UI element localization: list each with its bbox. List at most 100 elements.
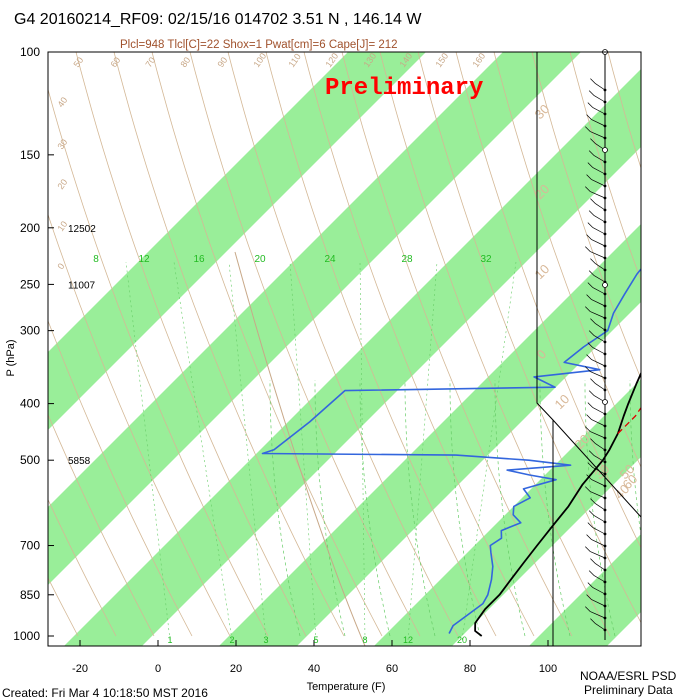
preliminary-data-note: Preliminary Data — [584, 683, 673, 697]
wind-barb-feather — [586, 594, 592, 600]
wind-station-dot — [603, 304, 607, 308]
dry-adiabat-label: 20 — [55, 177, 69, 191]
mixing-ratio-line — [228, 261, 267, 641]
wind-station-dot — [603, 592, 607, 596]
wind-station-dot — [603, 376, 607, 380]
wind-barb-feather — [585, 606, 591, 612]
moist-adiabat-line — [269, 380, 301, 637]
wind-barb-feather — [586, 414, 592, 420]
wind-station-dot — [603, 580, 607, 584]
temperature-tick-label: 20 — [230, 663, 242, 675]
moist-adiabat-line — [404, 380, 436, 637]
reference-curve — [234, 251, 366, 646]
wind-station-dot — [603, 100, 607, 104]
mixing-ratio-line — [407, 261, 438, 641]
isotherm-band — [48, 52, 426, 430]
mixing-ratio-bottom-label: 3 — [263, 635, 268, 645]
wind-station-dot — [603, 268, 607, 272]
dry-adiabat-line — [113, 52, 345, 637]
moist-adiabat-label: 30 — [532, 101, 553, 122]
dry-adiabat-label: 40 — [55, 95, 69, 109]
wind-barb — [592, 107, 606, 115]
mixing-ratio-label: 12 — [138, 254, 150, 265]
wind-station-dot — [603, 172, 607, 176]
dry-adiabat-label: 110 — [286, 52, 302, 69]
dry-adiabat-line — [48, 498, 117, 637]
temperature-tick-label: 0 — [155, 663, 161, 675]
wind-station-dot — [603, 388, 607, 392]
moist-adiabat-line — [359, 380, 391, 637]
dry-adiabat-label: 10 — [55, 219, 69, 233]
wind-station-dot — [603, 292, 607, 296]
wind-barb-feather — [590, 378, 596, 384]
wind-barb-feather — [585, 246, 591, 252]
wind-barb-feather — [590, 138, 596, 144]
dry-adiabat-line — [48, 413, 155, 637]
dry-adiabat-label: 150 — [433, 51, 450, 69]
wind-station-dot — [603, 628, 607, 632]
wind-barb — [591, 299, 606, 307]
wind-barb — [595, 443, 606, 451]
wind-station-dot — [603, 244, 607, 248]
moist-adiabat-line — [494, 380, 526, 637]
isotherm-band — [48, 52, 581, 585]
mixing-ratio-label: 20 — [254, 254, 266, 265]
wind-barb-feather — [587, 222, 594, 228]
wind-barb-feather — [590, 558, 596, 564]
parcel-trace — [617, 406, 641, 434]
created-timestamp: Created: Fri Mar 4 10:18:50 MST 2016 — [2, 686, 208, 700]
wind-barb-feather — [590, 498, 596, 504]
dry-adiabat-line — [189, 52, 421, 637]
wind-barb-feather — [588, 210, 595, 216]
wind-barb — [592, 167, 606, 175]
wind-station-dot — [603, 196, 607, 200]
pressure-tick-label: 250 — [20, 277, 40, 291]
wind-barb — [591, 179, 606, 187]
dry-adiabat-line — [455, 52, 641, 549]
dry-adiabat-line — [531, 52, 641, 380]
wind-station-dot — [603, 496, 607, 500]
dry-adiabat-line — [227, 52, 459, 637]
dry-adiabat-label: 30 — [55, 137, 69, 151]
wind-barb — [595, 83, 606, 91]
mixing-ratio-label: 24 — [324, 254, 336, 265]
wind-station-dot — [603, 352, 607, 356]
dry-adiabat-line — [75, 52, 307, 637]
temperature-axis: -20 0 20 40 60 80 100 — [72, 640, 557, 675]
wind-barb — [590, 131, 606, 139]
dry-adiabat-label: 100 — [251, 51, 268, 69]
wind-barb — [591, 599, 606, 607]
mixing-ratio-line — [461, 261, 517, 641]
wind-barb-feather — [586, 534, 592, 540]
wind-station-dot — [603, 112, 607, 116]
wind-barb — [591, 539, 606, 547]
wind-station-dot — [603, 124, 607, 128]
wind-barb — [590, 191, 606, 199]
wind-station-dot — [603, 436, 607, 440]
wind-barb-feather — [586, 114, 592, 120]
mixing-ratio-top-labels: 8 12 16 20 24 28 32 — [93, 254, 492, 265]
wind-station-dot — [603, 136, 607, 140]
pressure-tick-label: 500 — [20, 453, 40, 467]
moist-adiabat-label: 10 — [532, 261, 553, 282]
wind-barb — [592, 527, 606, 535]
dry-adiabat-line — [48, 213, 231, 637]
wind-barb-feather — [590, 198, 596, 204]
wind-barb-feather — [587, 582, 594, 588]
wind-station-dot — [603, 616, 607, 620]
sounding-traces — [261, 267, 641, 637]
wind-barb — [591, 359, 606, 367]
wind-station-dot — [603, 232, 607, 236]
isotherm-band — [374, 379, 641, 646]
isotherm-band — [529, 534, 641, 646]
calm-wind-circle — [602, 282, 608, 288]
chart-title: G4 20160214_RF09: 02/15/16 014702 3.51 N… — [14, 11, 422, 28]
moist-adiabat-line — [314, 380, 346, 637]
wind-barb-feather — [587, 402, 594, 408]
wind-barb-feather — [585, 126, 591, 132]
wind-barb-feather — [590, 258, 596, 264]
pressure-tick-label: 300 — [20, 324, 40, 338]
wind-station-dot — [603, 220, 607, 224]
temperature-tick-label: 100 — [539, 663, 557, 675]
wind-barb-feather — [586, 474, 592, 480]
